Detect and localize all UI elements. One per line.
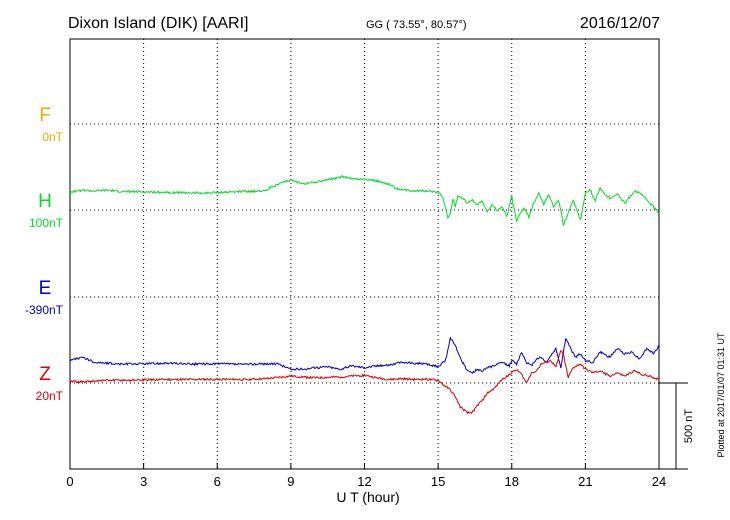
grid xyxy=(70,39,659,469)
scale-bar-label: 500 nT xyxy=(683,409,695,444)
series-layer xyxy=(69,175,660,415)
component-offset-F: 0nT xyxy=(42,130,63,144)
series-E-line xyxy=(69,337,660,374)
component-label-E: E xyxy=(39,278,52,299)
plotted-at-note: Plotted at 2017/01/07 01:31 UT xyxy=(716,332,726,458)
component-offset-H: 100nT xyxy=(29,216,64,230)
component-labels: F 0nT H 100nT E -390nT Z 20nT xyxy=(25,105,64,403)
series-Z-line xyxy=(69,350,660,415)
coordinates-label: GG ( 73.55°, 80.57°) xyxy=(366,19,467,31)
x-tick-label-6: 6 xyxy=(214,474,221,489)
x-tick-label-12: 12 xyxy=(357,474,371,489)
series-H-line xyxy=(69,175,660,227)
x-axis-title: U T (hour) xyxy=(336,489,399,505)
x-tick-label-18: 18 xyxy=(505,474,519,489)
component-label-Z: Z xyxy=(39,364,51,385)
x-tick-label-0: 0 xyxy=(66,474,73,489)
station-title: Dixon Island (DIK) [AARI] xyxy=(68,15,249,32)
x-axis-ticks: 0 3 6 9 12 15 18 21 24 xyxy=(66,463,666,489)
x-tick-label-24: 24 xyxy=(652,474,666,489)
component-offset-E: -390nT xyxy=(25,303,64,317)
x-tick-label-9: 9 xyxy=(287,474,294,489)
x-tick-label-3: 3 xyxy=(140,474,147,489)
component-label-F: F xyxy=(39,105,51,126)
x-tick-label-15: 15 xyxy=(431,474,445,489)
date-label: 2016/12/07 xyxy=(580,15,660,32)
x-tick-label-21: 21 xyxy=(578,474,592,489)
component-offset-Z: 20nT xyxy=(36,389,64,403)
component-label-H: H xyxy=(38,191,52,212)
